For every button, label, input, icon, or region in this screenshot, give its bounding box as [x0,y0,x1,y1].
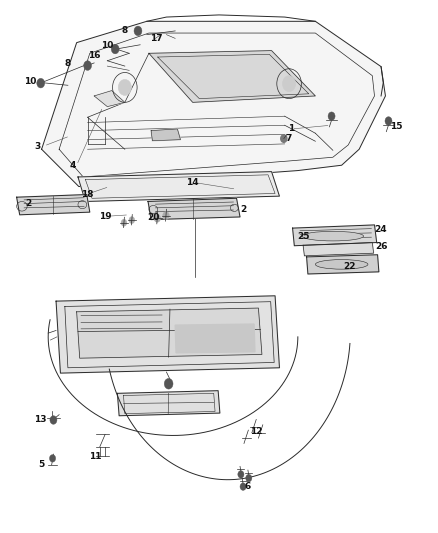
Text: 15: 15 [390,123,403,131]
Circle shape [238,471,244,478]
Polygon shape [78,172,279,201]
Text: 10: 10 [101,41,113,50]
Text: 2: 2 [240,205,246,214]
Circle shape [84,61,92,70]
Text: 2: 2 [25,199,32,208]
Text: 26: 26 [375,242,387,251]
Polygon shape [17,195,90,215]
Polygon shape [293,225,377,246]
Circle shape [134,26,142,36]
Polygon shape [77,308,262,358]
Text: 4: 4 [69,161,75,169]
Text: 22: 22 [343,262,356,271]
Polygon shape [175,324,255,353]
Circle shape [281,135,287,142]
Circle shape [129,216,135,223]
Circle shape [283,76,296,92]
Polygon shape [148,198,240,220]
Text: 5: 5 [39,461,45,469]
Circle shape [164,378,173,389]
Polygon shape [42,21,385,187]
Text: 3: 3 [34,142,40,150]
Text: 1: 1 [288,125,294,133]
Circle shape [246,474,252,482]
Polygon shape [151,129,180,141]
Text: 25: 25 [297,232,309,241]
Circle shape [37,78,45,88]
Text: 19: 19 [99,212,111,221]
Polygon shape [117,391,220,416]
Circle shape [240,483,246,490]
Polygon shape [149,51,315,102]
Text: 10: 10 [24,77,36,85]
Circle shape [49,455,56,462]
Text: 14: 14 [186,178,198,187]
Text: 17: 17 [151,34,163,43]
Text: 12: 12 [250,427,262,436]
Text: 18: 18 [81,190,94,198]
Polygon shape [303,243,374,256]
Text: 8: 8 [122,27,128,35]
Ellipse shape [302,231,364,241]
Circle shape [328,112,335,120]
Text: 11: 11 [89,453,102,461]
Circle shape [121,219,127,226]
Text: 20: 20 [147,213,159,222]
Text: 8: 8 [65,60,71,68]
Polygon shape [56,296,279,373]
Polygon shape [307,255,379,274]
Ellipse shape [315,260,368,269]
Circle shape [163,212,170,220]
Text: 13: 13 [34,415,46,424]
Circle shape [118,79,131,95]
Circle shape [385,117,392,125]
Circle shape [111,44,119,54]
Text: 6: 6 [244,482,251,490]
Circle shape [50,416,57,424]
Text: 7: 7 [285,134,291,142]
Text: 16: 16 [88,52,100,60]
Polygon shape [94,91,125,107]
Text: 24: 24 [375,225,387,233]
Circle shape [154,214,160,222]
